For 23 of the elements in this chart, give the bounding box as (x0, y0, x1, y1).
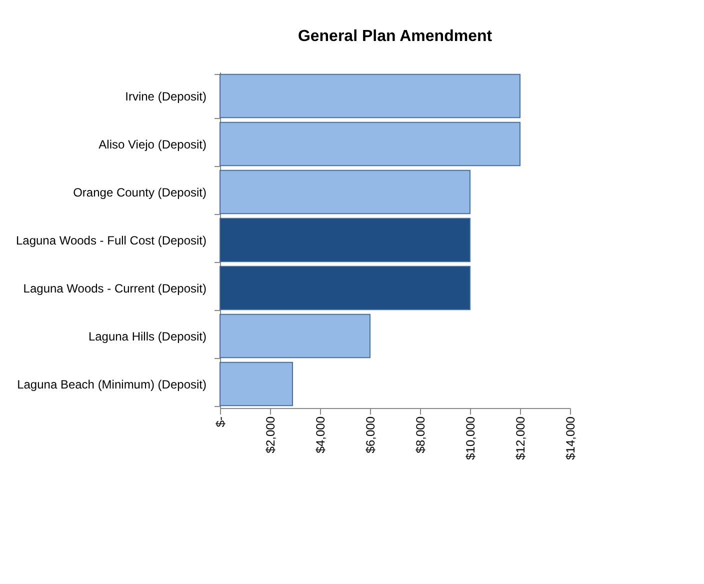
bar (220, 74, 520, 118)
x-tick-label: $14,000 (564, 416, 578, 460)
bar (220, 266, 470, 310)
chart-title: General Plan Amendment (298, 28, 493, 45)
y-tick-label: Orange County (Deposit) (73, 186, 206, 200)
x-tick-label: $- (214, 416, 228, 428)
x-tick-label: $10,000 (464, 416, 478, 460)
bar (220, 362, 293, 406)
bar (220, 218, 470, 262)
x-tick-label: $4,000 (314, 416, 328, 454)
bar (220, 170, 470, 214)
y-tick-label: Laguna Woods - Current (Deposit) (23, 282, 206, 296)
y-tick-label: Laguna Beach (Minimum) (Deposit) (17, 378, 206, 392)
x-tick-label: $6,000 (364, 416, 378, 454)
y-tick-label: Irvine (Deposit) (125, 90, 206, 104)
y-tick-label: Aliso Viejo (Deposit) (98, 138, 206, 152)
y-tick-label: Laguna Woods - Full Cost (Deposit) (16, 234, 206, 248)
x-tick-label: $2,000 (264, 416, 278, 454)
bar (220, 314, 370, 358)
y-tick-label: Laguna Hills (Deposit) (88, 330, 206, 344)
x-tick-label: $8,000 (414, 416, 428, 454)
x-tick-label: $12,000 (514, 416, 528, 460)
bar (220, 122, 520, 166)
